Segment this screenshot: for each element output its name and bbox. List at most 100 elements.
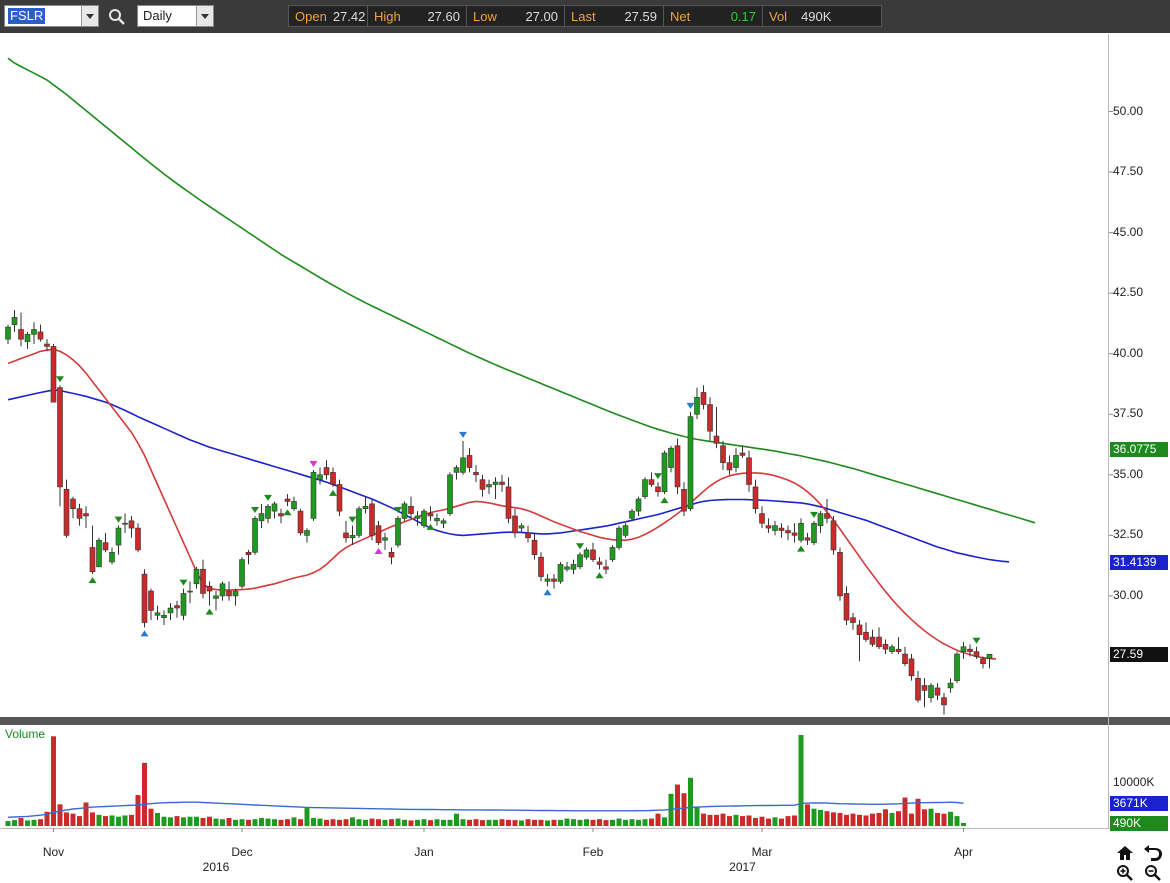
volume-average-line	[7, 801, 964, 818]
volume-bar	[831, 812, 836, 826]
candle	[375, 520, 382, 546]
candle	[89, 525, 96, 575]
candle	[83, 506, 89, 529]
candle	[655, 482, 661, 497]
candle	[466, 448, 473, 473]
volume-bar	[135, 795, 141, 826]
candle	[44, 339, 50, 352]
zoom-in-icon[interactable]	[1115, 864, 1135, 882]
volume-bar	[519, 820, 524, 826]
candle	[837, 547, 843, 601]
candle	[219, 581, 226, 601]
volume-bar	[395, 818, 401, 826]
candle-body	[551, 578, 557, 582]
volume-bar	[415, 819, 420, 826]
interval-select[interactable]: Daily	[137, 5, 214, 27]
candle-body	[791, 532, 798, 536]
candle	[245, 549, 252, 565]
interval-dropdown-button[interactable]	[196, 6, 213, 26]
quote-vol-value: 490K	[801, 8, 832, 24]
candle-body	[271, 503, 278, 512]
candle	[271, 501, 278, 519]
home-icon[interactable]	[1115, 844, 1135, 862]
candle	[661, 450, 668, 495]
symbol-input[interactable]: FSLR	[4, 5, 99, 27]
volume-bar	[571, 819, 576, 826]
candle	[206, 581, 213, 606]
candle	[752, 479, 759, 514]
symbol-dropdown-button[interactable]	[81, 6, 98, 26]
volume-bar	[785, 816, 791, 826]
signal-marker-green	[329, 489, 337, 496]
candle	[863, 622, 869, 642]
candle	[148, 588, 154, 621]
candle-body	[525, 532, 531, 539]
volume-bar	[558, 819, 563, 826]
candle	[694, 387, 700, 420]
volume-bar	[480, 820, 485, 826]
volume-bar	[740, 816, 745, 826]
candle-body	[973, 651, 980, 657]
candle-body	[395, 518, 401, 546]
candle	[616, 525, 622, 550]
signal-marker-green	[179, 579, 188, 586]
candle	[843, 586, 850, 625]
candle	[583, 547, 590, 560]
candle-body	[811, 522, 817, 543]
price-tick-label: 37.50	[1113, 406, 1144, 421]
undo-icon[interactable]	[1143, 844, 1163, 862]
candle	[284, 494, 291, 507]
volume-bar	[922, 809, 927, 826]
candle-body	[668, 447, 674, 468]
candle	[317, 467, 323, 485]
candle-body	[460, 457, 466, 473]
price-tag: 31.4139	[1110, 554, 1168, 570]
volume-bar	[545, 820, 550, 826]
candle-body	[830, 520, 837, 551]
candle	[63, 479, 70, 538]
candle-body	[564, 566, 570, 570]
volume-bar	[343, 819, 349, 826]
candle	[473, 465, 479, 483]
candle-body	[856, 624, 863, 635]
volume-bar	[889, 813, 895, 826]
candle-body	[486, 484, 492, 488]
candle	[96, 537, 102, 568]
volume-bar	[304, 807, 310, 826]
signal-marker-blue	[686, 402, 695, 409]
search-icon[interactable]	[108, 8, 126, 26]
month-label: Jan	[414, 845, 433, 859]
candle	[538, 552, 544, 582]
candle	[291, 496, 297, 512]
volume-bar	[259, 817, 264, 826]
candle	[960, 641, 967, 659]
volume-bar	[460, 819, 466, 826]
candle-body	[57, 387, 63, 488]
candle	[278, 508, 284, 524]
candle	[967, 644, 973, 657]
candle-body	[843, 593, 850, 621]
volume-bar	[935, 813, 940, 826]
signal-marker-green	[348, 516, 357, 523]
zoom-out-icon[interactable]	[1143, 864, 1163, 882]
candle	[577, 552, 583, 570]
signal-marker-green	[595, 572, 604, 579]
candle	[772, 520, 778, 536]
candle	[193, 566, 200, 589]
candle-body	[343, 532, 349, 539]
candle-body	[817, 513, 824, 526]
candle	[590, 542, 596, 562]
price-tick-label: 42.50	[1113, 285, 1144, 300]
candle	[297, 508, 304, 536]
panel-divider[interactable]	[0, 717, 1170, 725]
candle-body	[499, 481, 505, 485]
volume-title: Volume	[5, 727, 46, 741]
price-chart[interactable]	[0, 34, 1170, 717]
candle-body	[89, 547, 96, 572]
candle-body	[531, 539, 538, 556]
signal-marker-green	[576, 543, 584, 550]
volume-chart[interactable]	[0, 725, 1170, 828]
volume-bar	[369, 818, 375, 826]
candle	[811, 520, 817, 546]
volume-bar	[655, 813, 661, 826]
